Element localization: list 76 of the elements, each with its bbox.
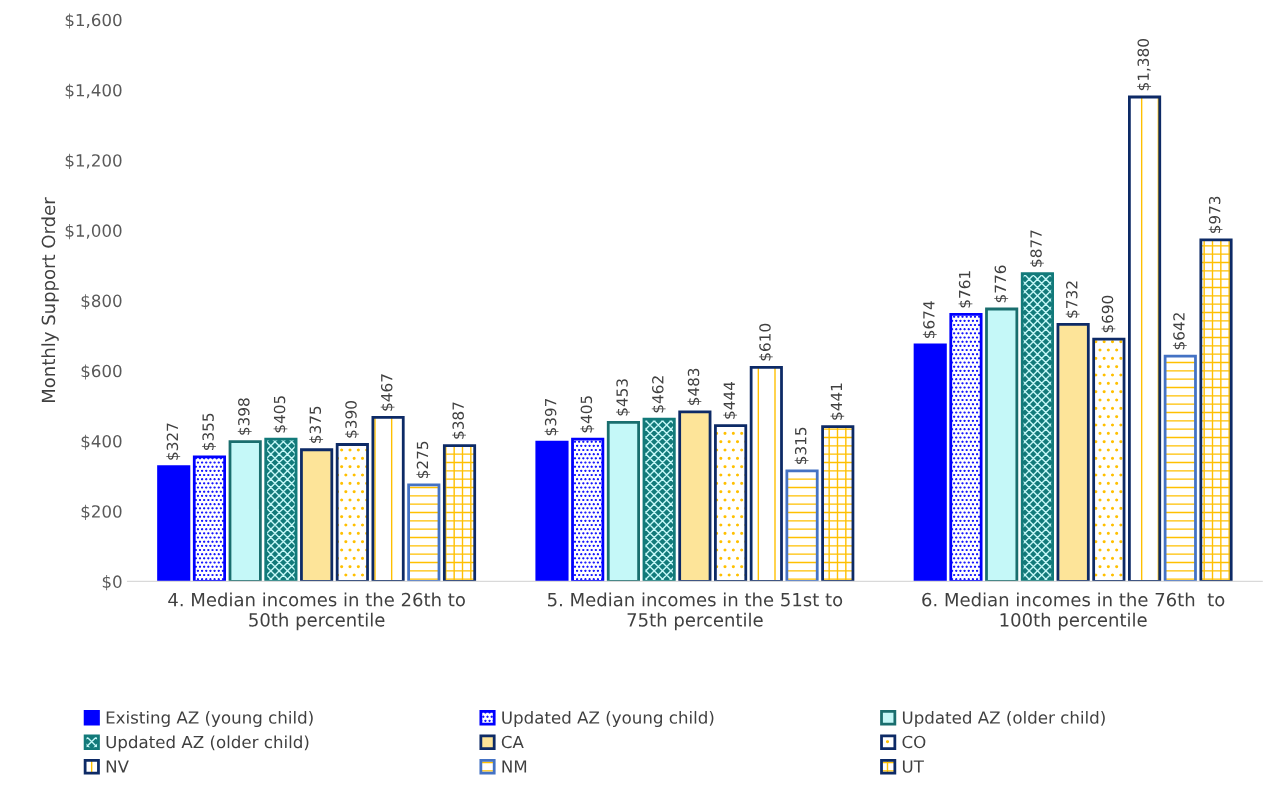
bar <box>1163 354 1197 582</box>
legend-label: NM <box>502 760 527 773</box>
bar <box>1128 95 1162 582</box>
legend-label: Updated AZ (older child) <box>106 735 309 752</box>
data-label: $462 <box>651 376 666 413</box>
y-axis-title: Monthly Support Order <box>41 197 59 403</box>
data-label: $405 <box>580 396 595 433</box>
legend-label: UT <box>902 760 924 773</box>
y-tick-label: $600 <box>81 364 122 380</box>
data-label: $776 <box>994 265 1009 303</box>
x-tick-label: 6. Median incomes in the 76th to 100th percentile <box>922 592 1225 631</box>
bar <box>1056 323 1090 582</box>
bar <box>642 417 676 582</box>
data-label: $387 <box>452 402 466 439</box>
data-label: $315 <box>794 427 809 464</box>
bar <box>749 365 783 582</box>
data-label: $674 <box>922 301 937 338</box>
data-label: $690 <box>1101 295 1116 333</box>
data-label: $761 <box>958 271 973 308</box>
data-label: $1,380 <box>1137 39 1152 91</box>
data-label: $275 <box>416 441 431 479</box>
bar <box>157 465 191 582</box>
legend-label: NV <box>106 760 129 773</box>
y-tick-label: $1,400 <box>65 83 122 99</box>
bar <box>1092 337 1126 582</box>
bar <box>442 444 477 582</box>
bar <box>407 483 441 582</box>
legend-label: Existing AZ (young child) <box>106 710 313 728</box>
data-label: $441 <box>830 383 845 420</box>
bar <box>300 448 334 582</box>
data-label: $327 <box>166 423 181 460</box>
bar <box>1199 238 1233 582</box>
y-tick-label: $1,600 <box>65 13 122 29</box>
bar <box>678 410 712 582</box>
data-label: $877 <box>1030 230 1044 267</box>
data-label: $453 <box>616 379 630 416</box>
data-label: $610 <box>758 323 773 361</box>
data-label: $483 <box>687 368 702 406</box>
data-label: $390 <box>344 401 359 438</box>
data-label: $375 <box>309 406 324 443</box>
data-label: $732 <box>1065 281 1080 318</box>
data-label: $405 <box>273 396 288 433</box>
y-tick-label: $800 <box>81 294 122 310</box>
data-label: $467 <box>380 374 395 411</box>
data-label: $444 <box>723 381 738 419</box>
bar <box>949 312 983 582</box>
x-tick-label: 5. Median incomes in the 51st to 75th percentile <box>548 592 843 631</box>
y-tick-label: $0 <box>102 575 122 591</box>
legend-label: CO <box>902 735 926 749</box>
bar <box>606 420 640 582</box>
legend-label: Updated AZ (young child) <box>502 710 714 728</box>
legend-label: CA <box>501 735 524 749</box>
bar <box>821 425 855 582</box>
bar <box>913 343 947 582</box>
data-label: $973 <box>1208 196 1223 234</box>
bar <box>714 424 748 582</box>
legend-label: Updated AZ (older child) <box>902 710 1105 728</box>
bar <box>571 437 605 582</box>
data-label: $398 <box>237 398 252 435</box>
bar <box>335 443 369 582</box>
bar <box>535 440 569 582</box>
bar <box>371 416 405 582</box>
bar <box>985 307 1019 582</box>
data-label: $642 <box>1172 313 1187 350</box>
x-tick-label: 4. Median incomes in the 26th to 50th percentile <box>168 592 465 631</box>
bar <box>228 440 262 582</box>
y-tick-label: $400 <box>81 434 122 450</box>
bar <box>192 455 227 582</box>
y-tick-label: $1,200 <box>65 153 122 169</box>
bar <box>785 469 819 582</box>
y-tick-label: $200 <box>81 504 122 520</box>
y-tick-label: $1,000 <box>65 224 122 240</box>
bar <box>264 437 298 582</box>
bar <box>1020 272 1054 582</box>
data-label: $355 <box>202 413 216 450</box>
data-label: $397 <box>544 398 559 436</box>
